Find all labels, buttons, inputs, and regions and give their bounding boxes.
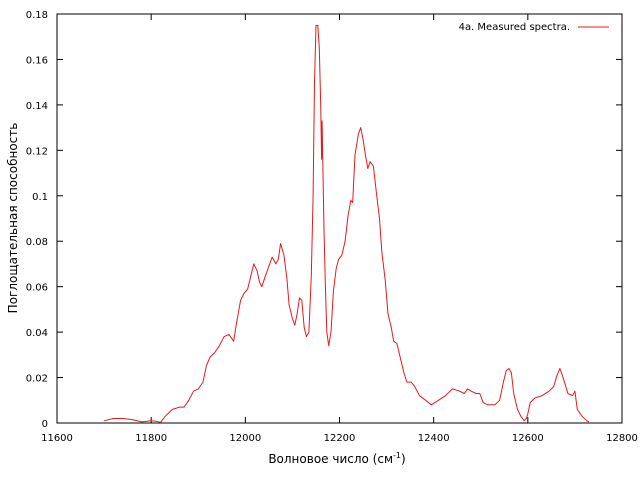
y-tick-label: 0.08	[26, 237, 48, 248]
x-tick-label: 12600	[512, 433, 544, 444]
y-axis: 0 0.02 0.04 0.06 0.08 0.1 0.12 0.14 0.16 0.18	[26, 10, 622, 430]
y-tick-label: 0.16	[26, 55, 48, 66]
y-axis-title: Поглощательная способность	[6, 123, 20, 314]
x-tick-label: 12200	[324, 433, 356, 444]
series-layer	[103, 24, 590, 423]
y-tick-label: 0.18	[26, 10, 48, 21]
y-tick-label: 0.06	[26, 283, 48, 294]
x-axis-title: Волновое число (см-1)	[268, 451, 405, 466]
y-tick-label: 0.14	[26, 101, 48, 112]
y-tick-label: 0.02	[26, 374, 48, 385]
y-tick-label: 0.1	[32, 192, 48, 203]
x-axis: 11600 11800 12000 12200 12400 12600 12800	[41, 14, 638, 444]
y-tick-label: 0.04	[26, 328, 48, 339]
y-tick-label: 0.12	[26, 146, 48, 157]
legend: 4a. Measured spectra.	[459, 22, 609, 33]
x-tick-label: 11600	[41, 433, 73, 444]
x-tick-label: 12400	[418, 433, 450, 444]
x-tick-label: 12000	[229, 433, 261, 444]
y-tick-label: 0	[42, 419, 48, 430]
x-tick-label: 12800	[606, 433, 638, 444]
x-tick-label: 11800	[135, 433, 167, 444]
series-line-0	[103, 24, 590, 423]
legend-label: 4a. Measured spectra.	[459, 22, 570, 33]
plot-frame	[56, 13, 623, 424]
